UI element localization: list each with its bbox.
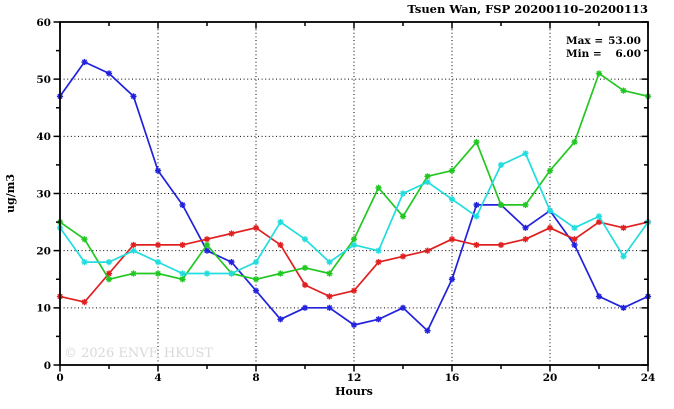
max-stat-label: Max = xyxy=(566,35,603,47)
series-layer xyxy=(56,58,652,334)
y-tick-label: 60 xyxy=(36,17,51,29)
plot-frame xyxy=(59,21,649,366)
y-tick-label: 10 xyxy=(36,303,51,315)
tick-layer: 0 10 20 30 40 50 60 0 4 8 12 16 20 24 xyxy=(36,17,655,384)
series-markers-red xyxy=(56,218,652,306)
y-tick-label: 40 xyxy=(36,131,51,143)
x-tick-label: 0 xyxy=(56,372,63,384)
min-stat-value: 6.00 xyxy=(615,48,641,60)
min-stat-label: Min = xyxy=(566,48,602,60)
y-tick-label: 20 xyxy=(36,245,51,257)
watermark: © 2026 ENVF, HKUST xyxy=(64,346,213,361)
chart-title: Tsuen Wan, FSP 20200110–20200113 xyxy=(407,2,648,16)
x-tick-label: 4 xyxy=(154,372,161,384)
x-tick-label: 20 xyxy=(543,372,558,384)
x-axis-label: Hours xyxy=(335,385,373,398)
y-tick-label: 30 xyxy=(36,188,51,200)
grid-layer xyxy=(60,22,648,365)
x-tick-label: 24 xyxy=(641,372,656,384)
series-line-green xyxy=(59,72,649,281)
y-tick-label: 50 xyxy=(36,74,51,86)
x-tick-label: 16 xyxy=(445,372,460,384)
y-axis-label: ug/m3 xyxy=(4,174,17,213)
x-tick-label: 12 xyxy=(347,372,362,384)
axis-ticks xyxy=(53,21,649,372)
y-tick-label: 0 xyxy=(44,360,51,372)
max-stat-value: 53.00 xyxy=(608,35,641,47)
x-tick-label: 8 xyxy=(252,372,259,384)
